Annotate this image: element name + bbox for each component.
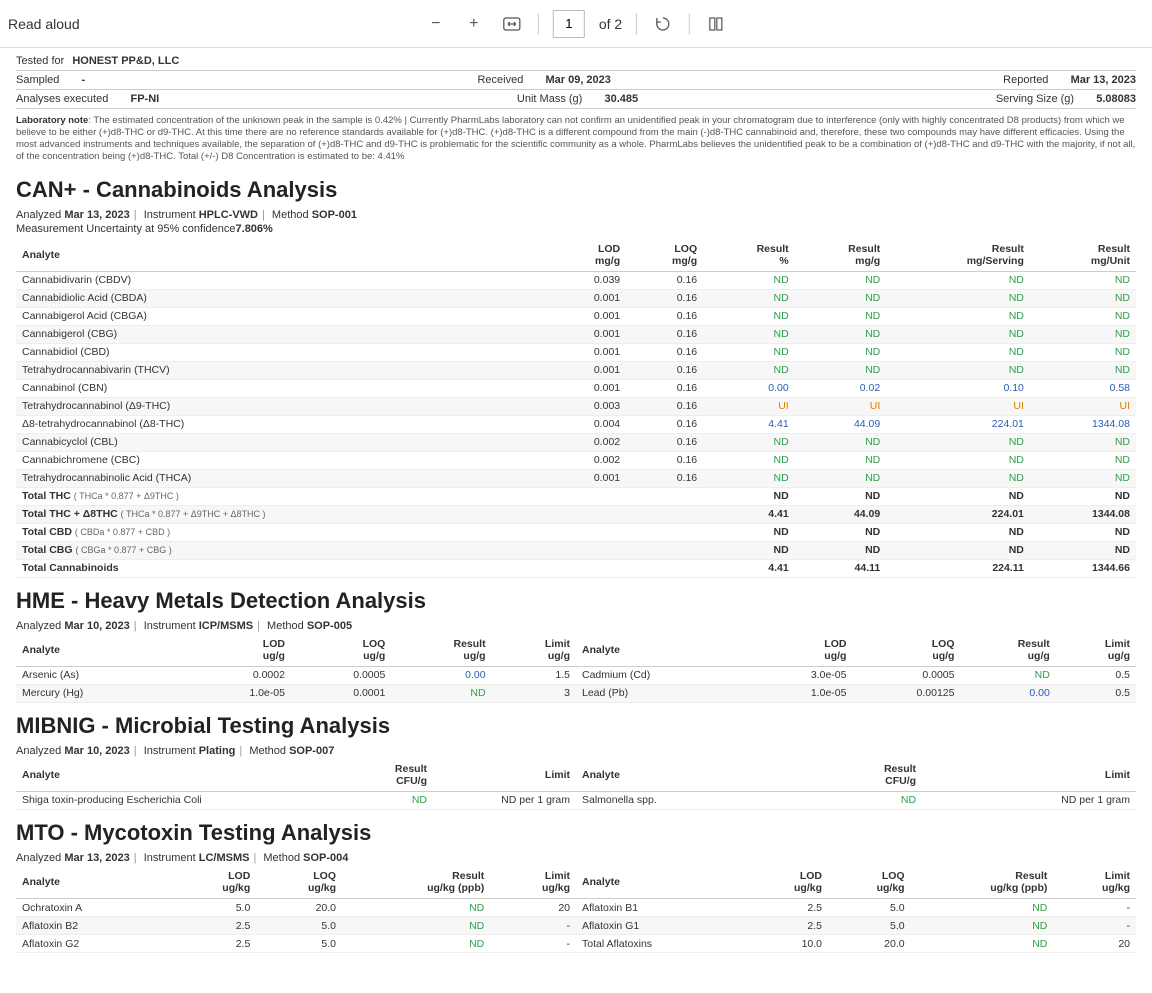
mib-table-left: AnalyteResultCFU/gLimitShiga toxin-produ… xyxy=(16,759,576,810)
meta-sampled: Sampled - xyxy=(16,73,85,87)
section-title-can: CAN+ - Cannabinoids Analysis xyxy=(16,177,1136,203)
mib-table-right: AnalyteResultCFU/gLimitSalmonella spp.ND… xyxy=(576,759,1136,810)
separator xyxy=(538,13,539,35)
zoom-out-button[interactable]: − xyxy=(424,12,448,36)
page-view-button[interactable] xyxy=(704,12,728,36)
meta-unit-mass: Unit Mass (g) 30.485 xyxy=(517,92,638,106)
page-number-input[interactable] xyxy=(553,10,585,38)
mib-subline: Analyzed Mar 10, 2023| Instrument Platin… xyxy=(16,745,1136,757)
can-uncertainty: Measurement Uncertainty at 95% confidenc… xyxy=(16,223,1136,235)
section-title-mto: MTO - Mycotoxin Testing Analysis xyxy=(16,820,1136,846)
can-table: AnalyteLODmg/gLOQmg/gResult%Resultmg/gRe… xyxy=(16,239,1136,578)
document-body: Tested for HONEST PP&D, LLC Sampled - Re… xyxy=(0,48,1152,993)
fit-width-button[interactable] xyxy=(500,12,524,36)
separator xyxy=(636,13,637,35)
hme-subline: Analyzed Mar 10, 2023| Instrument ICP/MS… xyxy=(16,620,1136,632)
mto-table-left: AnalyteLODug/kgLOQug/kgResultug/kg (ppb)… xyxy=(16,866,576,953)
laboratory-note: Laboratory note: The estimated concentra… xyxy=(16,115,1136,163)
meta-serving: Serving Size (g) 5.08083 xyxy=(996,92,1136,106)
separator xyxy=(689,13,690,35)
rotate-button[interactable] xyxy=(651,12,675,36)
meta-received: Received Mar 09, 2023 xyxy=(477,73,610,87)
meta-tested-for: Tested for HONEST PP&D, LLC xyxy=(16,54,1136,68)
mto-subline: Analyzed Mar 13, 2023| Instrument LC/MSM… xyxy=(16,852,1136,864)
meta-analyses: Analyses executed FP-NI xyxy=(16,92,159,106)
section-title-mib: MIBNIG - Microbial Testing Analysis xyxy=(16,713,1136,739)
pdf-toolbar: Read aloud − + of 2 xyxy=(0,0,1152,48)
can-subline: Analyzed Mar 13, 2023| Instrument HPLC-V… xyxy=(16,209,1136,221)
mto-table-right: AnalyteLODug/kgLOQug/kgResultug/kg (ppb)… xyxy=(576,866,1136,953)
hme-table-right: AnalyteLODug/gLOQug/gResultug/gLimitug/g… xyxy=(576,634,1136,703)
read-aloud-button[interactable]: Read aloud xyxy=(8,16,80,32)
zoom-in-button[interactable]: + xyxy=(462,12,486,36)
section-title-hme: HME - Heavy Metals Detection Analysis xyxy=(16,588,1136,614)
page-total-label: of 2 xyxy=(599,16,622,32)
meta-reported: Reported Mar 13, 2023 xyxy=(1003,73,1136,87)
hme-table-left: AnalyteLODug/gLOQug/gResultug/gLimitug/g… xyxy=(16,634,576,703)
